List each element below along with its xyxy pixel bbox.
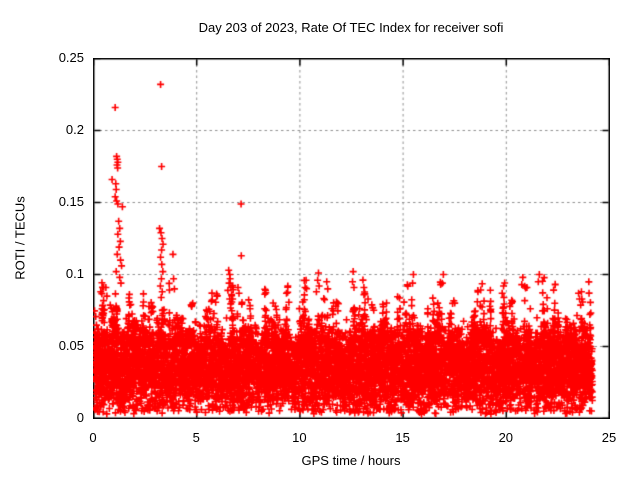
y-tick-label: 0 — [76, 410, 84, 425]
x-tick-label: 10 — [292, 430, 307, 445]
x-tick-label: 0 — [89, 430, 97, 445]
y-tick-label: 0.2 — [65, 122, 84, 137]
x-tick-label: 15 — [395, 430, 410, 445]
chart-title: Day 203 of 2023, Rate Of TEC Index for r… — [198, 20, 504, 35]
x-tick-label: 20 — [498, 430, 514, 445]
y-tick-label: 0.05 — [58, 338, 84, 353]
x-axis-label: GPS time / hours — [301, 453, 401, 468]
plot-area — [93, 58, 610, 419]
y-tick-label: 0.15 — [58, 194, 84, 209]
x-tick-label: 5 — [192, 430, 200, 445]
y-tick-label: 0.1 — [65, 266, 84, 281]
x-tick-label: 25 — [601, 430, 617, 445]
y-tick-label: 0.25 — [58, 50, 84, 65]
